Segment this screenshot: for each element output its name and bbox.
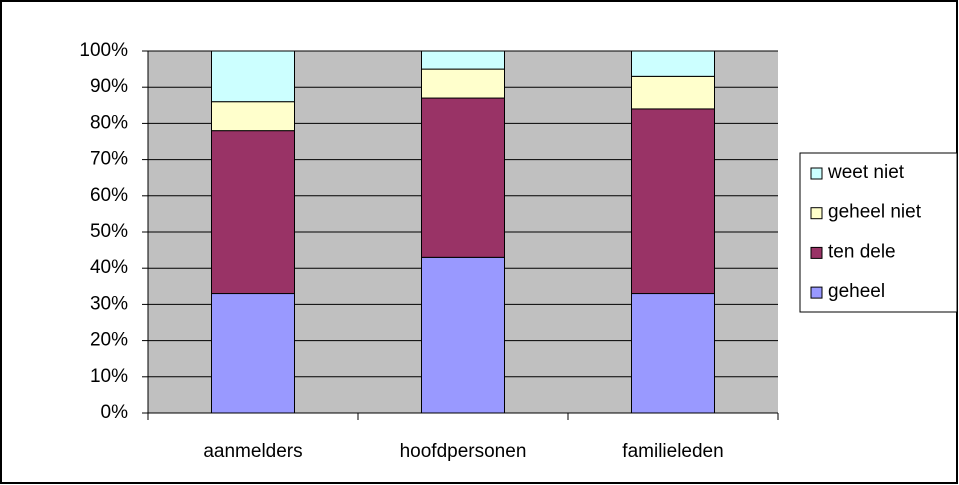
bar-segment <box>211 101 295 132</box>
bar-segment <box>421 256 505 414</box>
y-tick-label: 30% <box>90 293 128 314</box>
bar-segment <box>421 68 505 99</box>
legend-label: geheel niet <box>828 202 922 223</box>
legend-swatch <box>810 246 823 259</box>
y-tick-label: 90% <box>90 76 128 97</box>
bar-segment <box>631 75 715 110</box>
y-tick-label: 100% <box>79 40 128 61</box>
y-tick-label: 50% <box>90 221 128 242</box>
bar-segment <box>421 97 505 258</box>
bar-segment <box>211 130 295 295</box>
bar-segment <box>631 50 715 77</box>
bar-segment <box>631 293 715 414</box>
y-tick-label: 60% <box>90 185 128 206</box>
y-tick-label: 0% <box>101 402 129 423</box>
legend-swatch <box>810 167 823 180</box>
bar-segment <box>211 293 295 414</box>
y-tick-label: 10% <box>90 366 128 387</box>
legend-swatch <box>810 207 823 220</box>
y-tick-label: 20% <box>90 330 128 351</box>
legend-box <box>799 152 958 313</box>
bar-segment <box>631 108 715 295</box>
bar-segment <box>211 50 295 103</box>
legend-swatch <box>810 286 823 299</box>
x-tick-label: aanmelders <box>203 441 302 462</box>
legend-label: weet niet <box>827 162 905 183</box>
bar-segment <box>421 50 505 70</box>
legend-label: geheel <box>828 281 885 302</box>
y-tick-label: 80% <box>90 112 128 133</box>
y-tick-label: 70% <box>90 149 128 170</box>
x-tick-label: hoofdpersonen <box>400 441 527 462</box>
x-tick-label: familieleden <box>622 441 723 462</box>
legend-label: ten dele <box>828 241 896 262</box>
y-tick-label: 40% <box>90 257 128 278</box>
